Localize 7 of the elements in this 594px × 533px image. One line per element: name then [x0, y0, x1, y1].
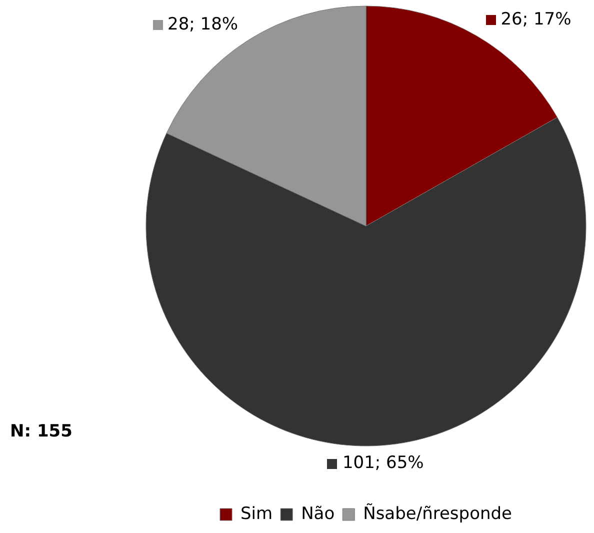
- text: N: 155: [10, 421, 72, 442]
- data-label: 26; 17%: [500, 10, 572, 30]
- legend-label: Não: [301, 504, 335, 524]
- legend-label: Sim: [240, 504, 273, 524]
- data-label: 101; 65%: [342, 453, 424, 474]
- data-label: 28; 18%: [168, 14, 238, 35]
- legend-label: Ñsabe/ñresponde: [363, 502, 512, 524]
